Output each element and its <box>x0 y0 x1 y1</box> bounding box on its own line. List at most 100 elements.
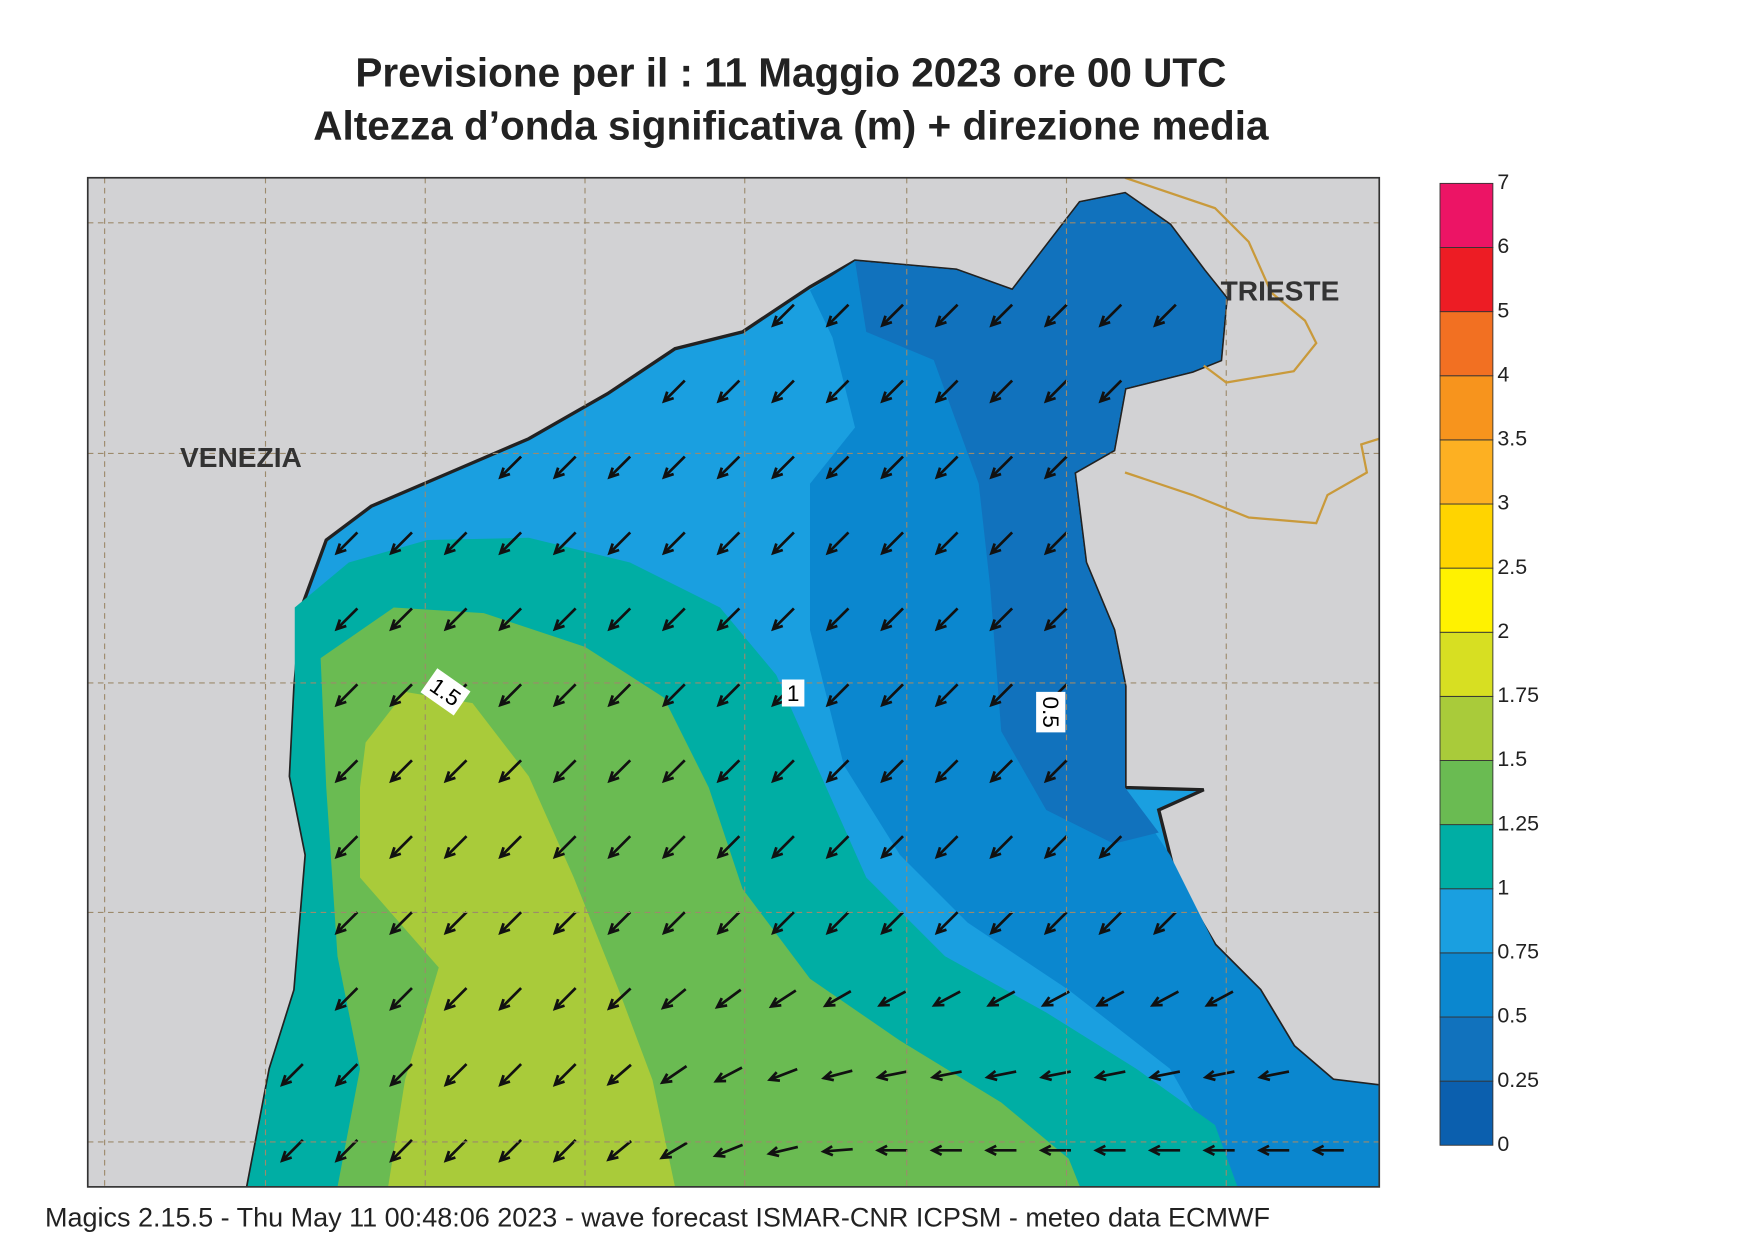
arrow <box>875 1144 908 1157</box>
arrow <box>1043 911 1068 935</box>
arrow <box>498 455 523 480</box>
arrow <box>771 835 795 860</box>
arrow <box>934 379 959 404</box>
border <box>1124 177 1380 525</box>
colorbar-label: 4 <box>1497 362 1509 386</box>
colorbar-label: 2 <box>1497 619 1509 643</box>
arrow <box>825 455 850 480</box>
colorbar-label: 0.5 <box>1497 1004 1527 1028</box>
arrow <box>661 531 686 556</box>
arrow <box>443 911 468 935</box>
title: Previsione per il : 11 Maggio 2023 ore 0… <box>355 50 1226 96</box>
arrow <box>1043 835 1068 860</box>
colorbar-label: 3 <box>1497 491 1509 515</box>
contour-label: 1 <box>787 681 800 706</box>
arrow <box>1093 1144 1126 1157</box>
arrow <box>1147 1144 1181 1157</box>
arrow <box>716 607 741 632</box>
arrow <box>880 531 904 556</box>
colorbar-label: 1.25 <box>1497 811 1539 835</box>
arrow <box>989 455 1014 480</box>
arrow <box>1202 1069 1235 1082</box>
arrow <box>498 987 523 1011</box>
arrow <box>825 683 850 708</box>
label-box <box>781 679 805 707</box>
colorbar-segment <box>1439 1016 1494 1082</box>
colorbar-label: 2.5 <box>1497 555 1527 579</box>
arrow <box>1098 303 1123 328</box>
arrow <box>552 683 577 708</box>
arrow <box>334 1139 359 1163</box>
arrow <box>825 759 850 784</box>
colorbar-segment <box>1439 439 1494 505</box>
arrow <box>659 1141 688 1160</box>
arrow <box>1256 1144 1290 1157</box>
arrow <box>498 683 523 708</box>
arrow <box>443 1063 468 1087</box>
arrow <box>931 990 961 1007</box>
colorbar-segment <box>1439 375 1494 441</box>
arrow <box>825 835 850 860</box>
arrow <box>713 1066 743 1083</box>
colorbar-label: 0.25 <box>1497 1068 1539 1092</box>
arrow <box>334 911 359 935</box>
subtitle: Altezza d’onda significativa (m) + direz… <box>313 103 1269 149</box>
arrow <box>1043 607 1068 632</box>
arrow <box>552 1063 577 1087</box>
arrow <box>552 759 577 784</box>
label-box <box>420 668 471 716</box>
arrow <box>552 455 577 480</box>
arrow <box>880 607 904 632</box>
arrow <box>1043 379 1068 404</box>
arrow <box>552 911 577 935</box>
footer: Magics 2.15.5 - Thu May 11 00:48:06 2023… <box>45 1202 1270 1232</box>
place-label: TRIESTE <box>1221 275 1340 306</box>
colorbar-segment <box>1439 503 1494 569</box>
grid-lines <box>87 177 1380 1187</box>
arrow <box>825 531 850 556</box>
arrow <box>389 607 413 632</box>
arrow <box>989 531 1014 556</box>
colorbar-label: 0.75 <box>1497 940 1539 964</box>
arrow <box>712 1143 744 1158</box>
arrow <box>716 911 741 935</box>
arrow <box>766 1145 799 1158</box>
arrow <box>1153 911 1177 935</box>
arrow <box>825 607 850 632</box>
arrow <box>716 759 741 784</box>
arrow <box>661 759 686 784</box>
arrow <box>334 607 359 632</box>
arrow <box>389 911 413 935</box>
arrow <box>334 759 359 784</box>
arrow <box>1043 531 1068 556</box>
arrow <box>389 759 413 784</box>
colorbar-label: 7 <box>1497 170 1509 194</box>
arrow <box>498 911 523 935</box>
arrow <box>443 1139 468 1163</box>
arrow <box>880 835 904 860</box>
arrow <box>716 683 741 708</box>
arrow <box>984 1144 1017 1157</box>
arrow <box>1093 1069 1126 1082</box>
arrow <box>771 455 795 480</box>
arrow <box>552 987 577 1011</box>
arrow <box>880 303 904 328</box>
arrow <box>825 911 850 935</box>
arrow <box>821 1069 853 1082</box>
band-1-5 <box>360 691 675 1187</box>
arrow <box>389 835 413 860</box>
arrow <box>989 759 1014 784</box>
arrow <box>389 987 413 1011</box>
colorbar-segment <box>1439 631 1494 697</box>
arrow <box>1311 1144 1344 1157</box>
arrow <box>661 607 686 632</box>
arrow <box>1043 303 1068 328</box>
arrow <box>443 607 468 632</box>
colorbar-label: 6 <box>1497 234 1509 258</box>
arrow <box>443 835 468 860</box>
arrow <box>880 455 904 480</box>
contour-labels: 1.5 1 0.5 <box>420 668 1066 733</box>
colorbar-label: 1.75 <box>1497 683 1539 707</box>
arrow <box>660 988 687 1010</box>
